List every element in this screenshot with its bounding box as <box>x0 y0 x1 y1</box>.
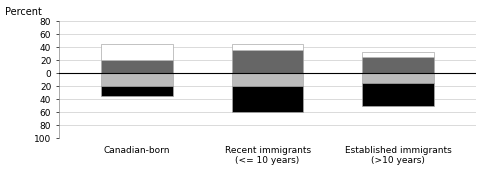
Bar <box>101 60 173 73</box>
Bar <box>362 57 434 73</box>
Bar <box>101 73 173 86</box>
Bar <box>232 86 303 112</box>
Bar <box>362 83 434 106</box>
Bar <box>362 52 434 57</box>
Bar <box>232 50 303 73</box>
Bar <box>362 73 434 83</box>
Bar <box>101 44 173 60</box>
Bar <box>232 73 303 86</box>
Bar <box>232 44 303 50</box>
Text: Percent: Percent <box>4 7 42 17</box>
Bar <box>101 86 173 96</box>
